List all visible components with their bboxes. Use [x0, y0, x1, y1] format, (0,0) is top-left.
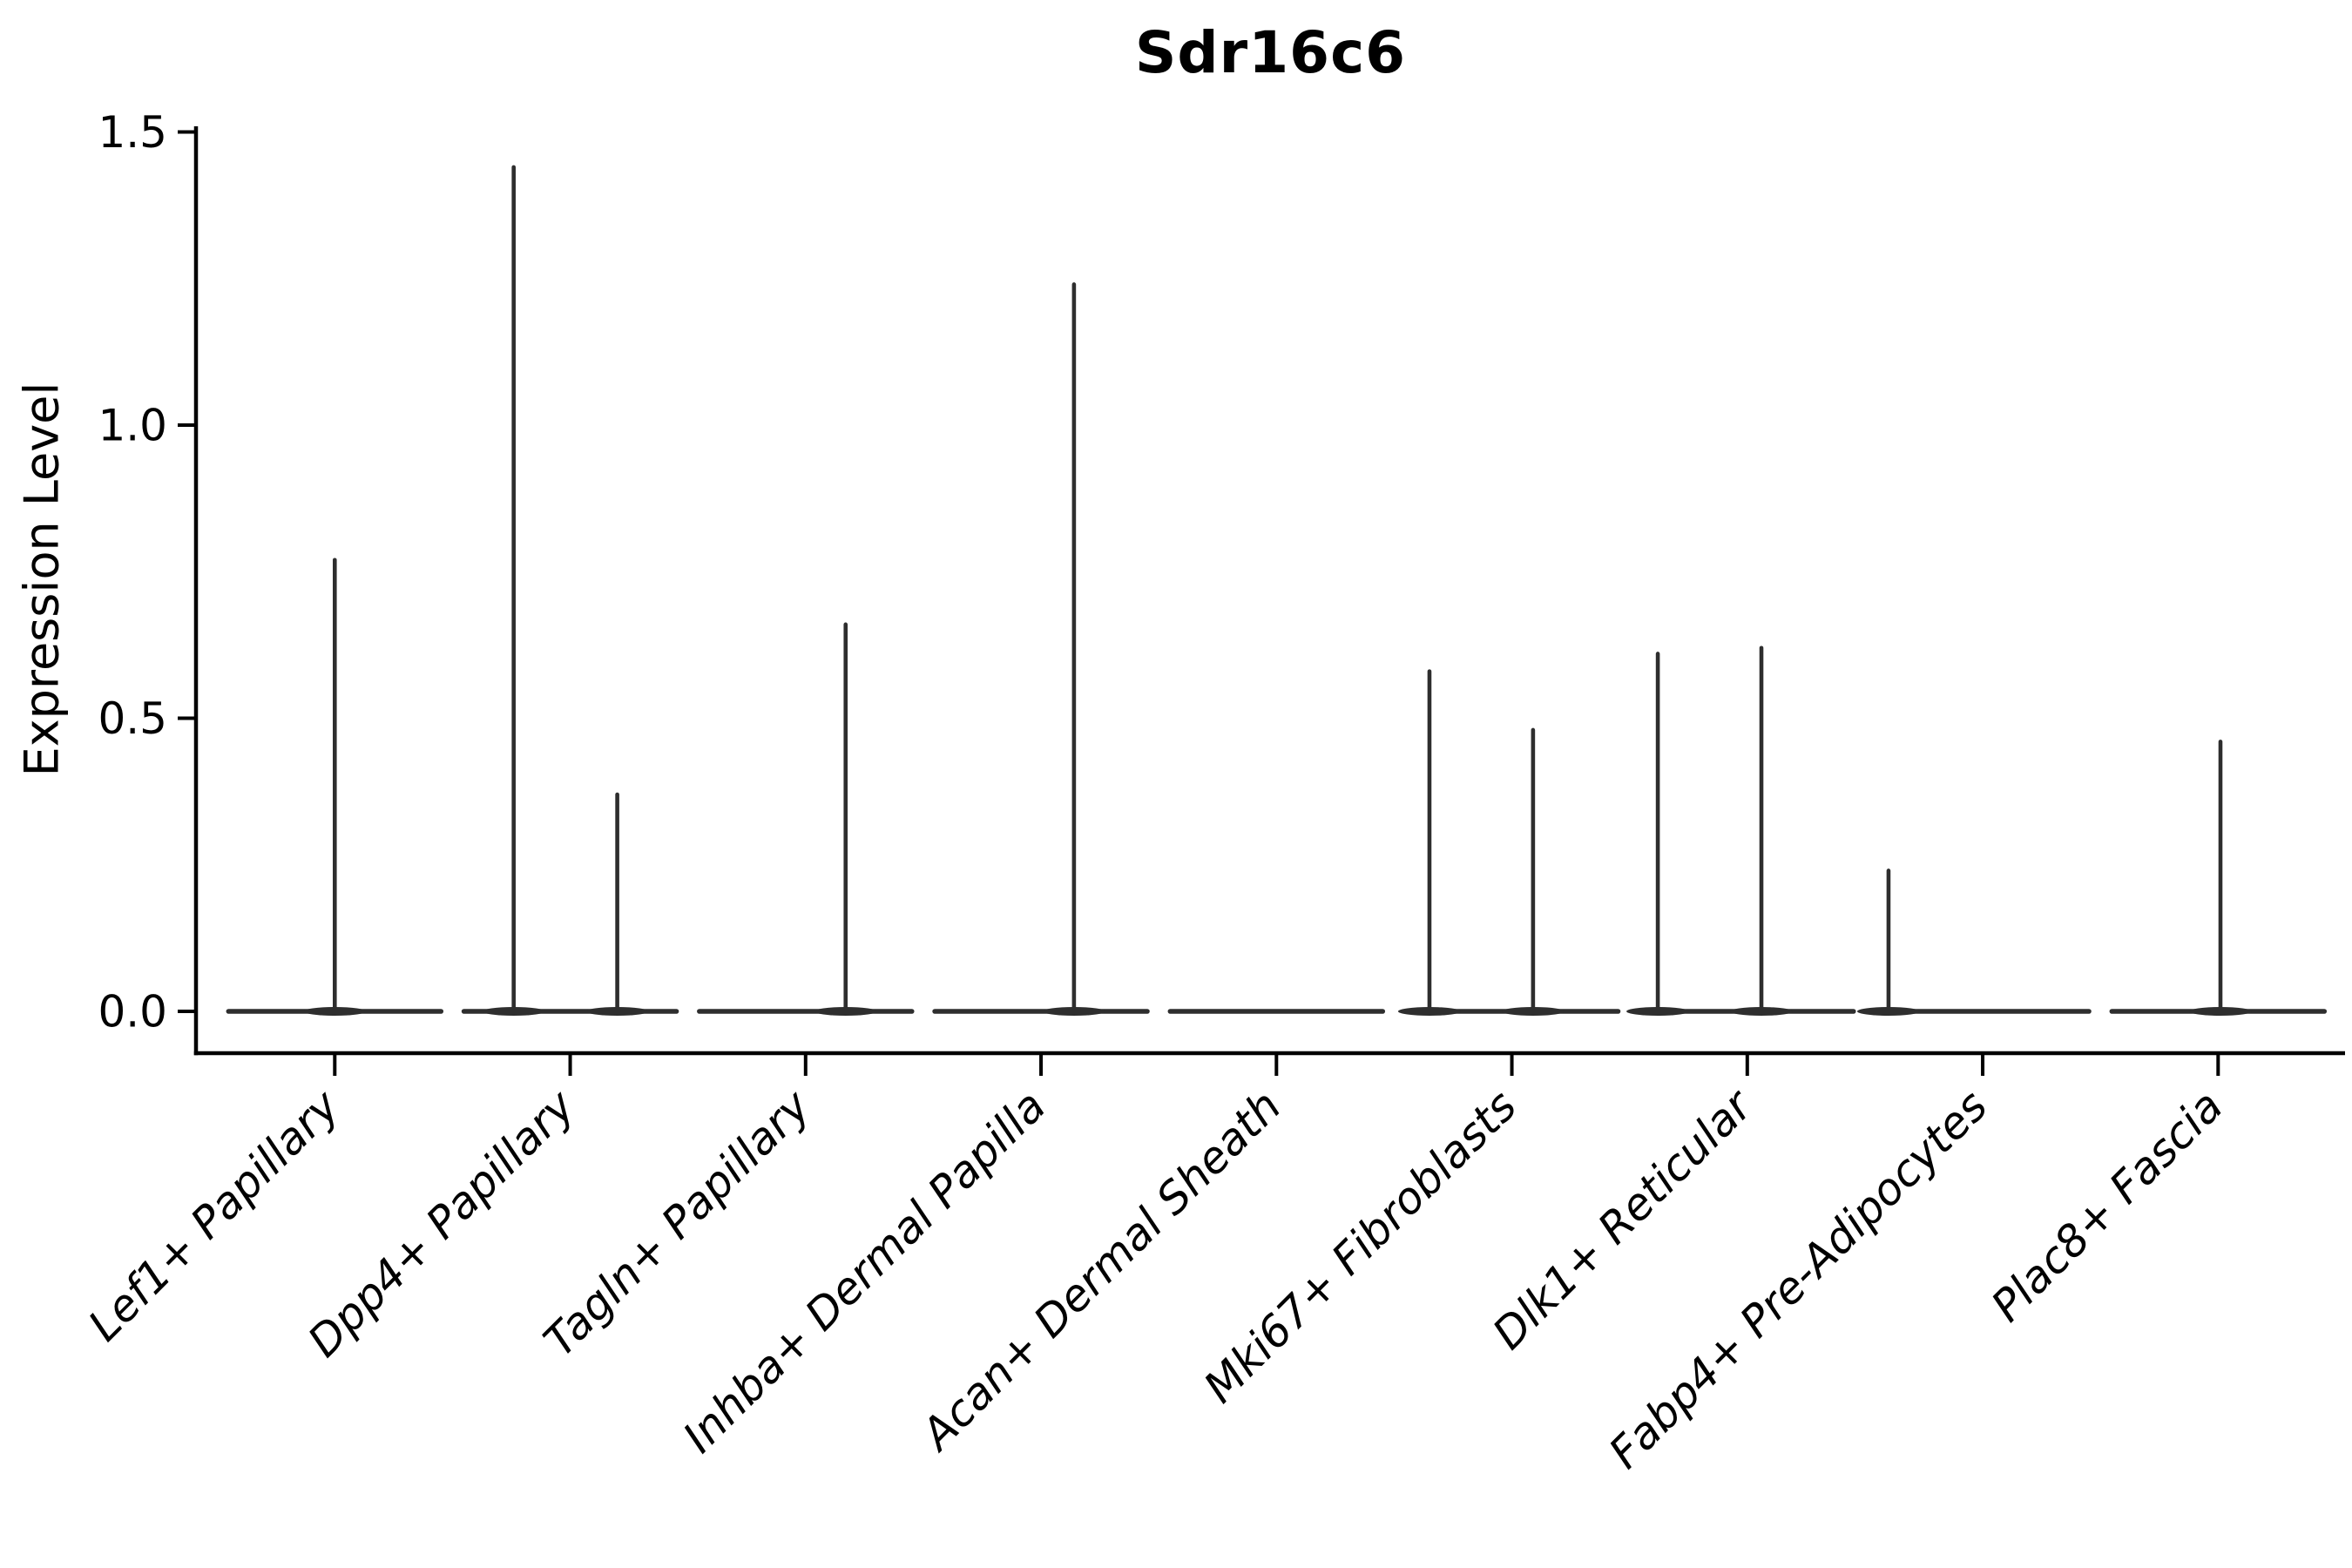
- x-tick-label: Dlk1+ Reticular: [1484, 1078, 1764, 1359]
- x-tick-label: Lef1+ Papillary: [78, 1079, 349, 1350]
- x-tick-label: Fabp4+ Pre-Adipocytes: [1599, 1080, 1997, 1478]
- y-tick-label: 0.5: [98, 693, 167, 744]
- chart-title: Sdr16c6: [1134, 19, 1407, 86]
- y-tick-label: 0.0: [98, 987, 167, 1037]
- y-tick-label: 1.0: [98, 401, 167, 451]
- y-tick-label: 1.5: [98, 107, 167, 158]
- x-tick-label: Plac8+ Fascia: [1982, 1080, 2233, 1331]
